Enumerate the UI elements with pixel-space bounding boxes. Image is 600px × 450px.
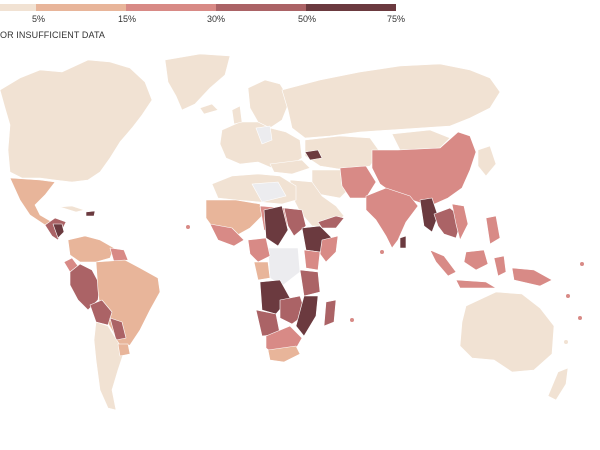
colombia-venezuela (67, 235, 115, 263)
mozambique (295, 295, 319, 337)
island-dot-3 (350, 318, 354, 322)
west-africa-coast (209, 223, 245, 247)
peru (69, 263, 101, 311)
island-dot-5 (578, 316, 582, 320)
island-dot-2 (380, 250, 384, 254)
legend-tick-5: 5% (32, 14, 46, 24)
somalia (319, 235, 339, 263)
island-dot-6 (580, 262, 584, 266)
legend-swatch-2 (36, 4, 126, 11)
legend-swatch-5 (306, 4, 396, 11)
sulawesi (493, 255, 507, 277)
guatemala-honduras (52, 223, 65, 239)
china (371, 131, 477, 207)
sudan (263, 205, 289, 247)
sahara-nodata (251, 181, 287, 203)
southern-cone (93, 321, 125, 411)
cameroon-region (247, 237, 271, 263)
greenland (164, 53, 231, 111)
island-dot-4 (566, 294, 570, 298)
afghanistan-pakistan (339, 165, 377, 199)
caucasus (304, 149, 323, 161)
gabon-congo (253, 261, 271, 281)
legend-tick-75: 75% (387, 14, 406, 24)
no-data-label: OR INSUFFICIENT DATA (0, 30, 106, 40)
mexico (9, 177, 56, 226)
uk (231, 105, 243, 125)
legend-tick-15: 15% (118, 14, 137, 24)
world-map (0, 53, 584, 411)
north-america (0, 59, 153, 183)
korea-japan (477, 145, 497, 177)
kenya (303, 249, 321, 271)
legend-tick-30: 30% (207, 14, 226, 24)
uruguay (117, 343, 131, 357)
india (365, 187, 419, 249)
cuba (59, 205, 85, 213)
mongolia (391, 129, 451, 151)
legend-swatch-4 (216, 4, 306, 11)
hispaniola (85, 210, 96, 217)
guyana-region (109, 247, 129, 263)
legend-swatch-1 (0, 4, 36, 11)
south-sudan (283, 207, 307, 237)
legend-swatch-3 (126, 4, 216, 11)
australia (459, 291, 555, 373)
new-zealand (547, 367, 569, 401)
sri-lanka (399, 235, 407, 249)
north-africa (211, 173, 297, 205)
south-africa (267, 345, 301, 363)
sumatra (429, 249, 457, 277)
java (455, 279, 497, 289)
russia (281, 63, 501, 139)
map-legend: 5% 15% 30% 50% 75% OR INSUFFICIENT DATA (0, 0, 600, 40)
iceland (199, 103, 219, 115)
vietnam (451, 203, 469, 241)
new-guinea (511, 267, 553, 287)
madagascar (323, 299, 337, 327)
borneo (463, 249, 489, 271)
philippines (485, 215, 501, 245)
legend-tick-50: 50% (298, 14, 317, 24)
turkey (269, 159, 311, 175)
central-africa-nodata (267, 247, 301, 287)
paraguay (109, 317, 127, 341)
myanmar (419, 197, 439, 233)
island-dot-7 (564, 340, 568, 344)
island-dot-1 (186, 225, 190, 229)
tanzania (299, 269, 321, 297)
scandinavia (247, 79, 291, 129)
balkans-nodata (255, 125, 273, 145)
